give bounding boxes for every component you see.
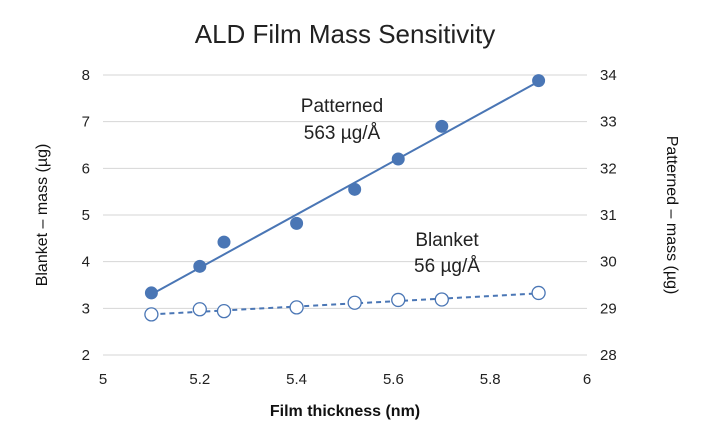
y-right-tick-label: 31 xyxy=(600,207,617,224)
x-tick-label: 5.6 xyxy=(383,371,404,388)
blanket-point xyxy=(144,307,159,322)
x-axis-label: Film thickness (nm) xyxy=(270,403,420,420)
blanket-point xyxy=(289,300,304,315)
y-left-tick-label: 6 xyxy=(82,160,90,177)
x-tick-label: 5 xyxy=(99,371,107,388)
blanket-point xyxy=(391,292,406,308)
patterned-trendline xyxy=(150,80,540,296)
patterned-point xyxy=(144,286,158,300)
y-left-tick-label: 5 xyxy=(82,207,90,224)
blanket-annotation-slope: 56 µg/Å xyxy=(414,256,480,277)
blanket-point xyxy=(347,295,362,310)
patterned-point xyxy=(435,119,449,133)
y-right-tick-label: 33 xyxy=(600,114,617,131)
patterned-point xyxy=(532,74,546,88)
blanket-point xyxy=(192,302,207,317)
y-right-axis-label: Patterned – mass (µg) xyxy=(663,136,680,295)
patterned-point xyxy=(348,182,362,196)
y-left-tick-label: 4 xyxy=(82,254,90,271)
y-right-tick-label: 30 xyxy=(600,254,617,271)
gridlines xyxy=(103,74,587,356)
y-left-tick-label: 7 xyxy=(82,114,90,131)
data-points xyxy=(144,74,546,322)
blanket-annotation-name: Blanket xyxy=(415,230,479,251)
x-tick-label: 5.4 xyxy=(286,371,307,388)
y-left-tick-labels: 2 3 4 5 6 7 8 xyxy=(82,67,90,364)
trendlines xyxy=(150,80,540,316)
y-left-tick-label: 2 xyxy=(82,347,90,364)
blanket-point xyxy=(216,303,232,319)
y-left-tick-label: 8 xyxy=(82,67,90,84)
chart-title: ALD Film Mass Sensitivity xyxy=(195,19,496,49)
patterned-annotation-slope: 563 µg/Å xyxy=(304,123,381,144)
y-left-axis-label: Blanket – mass (µg) xyxy=(34,144,51,287)
y-right-tick-label: 32 xyxy=(600,160,617,177)
y-right-tick-label: 29 xyxy=(600,300,617,317)
x-tick-label: 6 xyxy=(583,371,591,388)
blanket-point xyxy=(434,292,449,307)
blanket-trendline xyxy=(151,292,539,316)
patterned-annotation-name: Patterned xyxy=(301,96,383,117)
y-left-tick-label: 3 xyxy=(82,300,90,317)
blanket-point xyxy=(531,285,546,301)
x-tick-label: 5.8 xyxy=(480,371,501,388)
y-right-tick-labels: 28 29 30 31 32 33 34 xyxy=(600,67,617,364)
x-tick-label: 5.2 xyxy=(189,371,210,388)
y-right-tick-label: 34 xyxy=(600,67,617,84)
patterned-point xyxy=(290,216,304,230)
patterned-point xyxy=(217,235,231,249)
y-right-tick-label: 28 xyxy=(600,347,617,364)
patterned-point xyxy=(391,152,405,166)
x-tick-labels: 5 5.2 5.4 5.6 5.8 6 xyxy=(99,371,591,388)
patterned-point xyxy=(193,259,207,273)
